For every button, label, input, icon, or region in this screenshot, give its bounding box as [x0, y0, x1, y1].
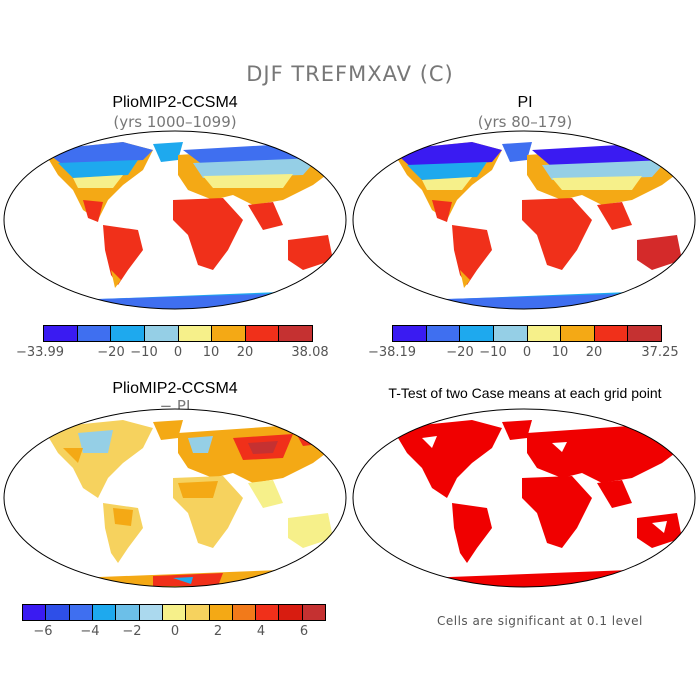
- colorbar-cell: [426, 326, 461, 341]
- panel1-tick: 10: [202, 345, 220, 360]
- africa: [173, 198, 243, 270]
- panel2-tick: −20: [446, 345, 474, 360]
- panel3-tick: 6: [299, 624, 309, 639]
- colorbar-cell: [77, 326, 112, 341]
- panel1-tick: 20: [236, 345, 254, 360]
- panel3-tick: 0: [170, 624, 180, 639]
- panel3-tick: 4: [256, 624, 266, 639]
- eurasia: [527, 423, 682, 483]
- panel2-tick: 0: [522, 345, 532, 360]
- panel1-colorbar: [43, 325, 313, 342]
- panel1-tick: 0: [173, 345, 183, 360]
- panel2-tick: −10: [479, 345, 507, 360]
- panel2-tick: 20: [585, 345, 603, 360]
- panel1-tick: −10: [130, 345, 158, 360]
- main-title: DJF TREFMXAV (C): [246, 62, 454, 86]
- panel3-tick: −6: [33, 624, 53, 639]
- colorbar-cell: [594, 326, 629, 341]
- panel3-tick: 2: [213, 624, 223, 639]
- australia: [288, 513, 333, 548]
- colorbar-cell: [279, 326, 312, 341]
- panel4-title: T-Test of two Case means at each grid po…: [388, 385, 662, 401]
- panel3-tick: −2: [122, 624, 142, 639]
- panel1-subtitle: (yrs 1000–1099): [113, 113, 237, 131]
- colorbar-cell: [162, 605, 187, 620]
- panel1-tick: 38.08: [291, 345, 329, 360]
- colorbar-cell: [212, 326, 246, 341]
- australia: [288, 235, 333, 270]
- africa: [522, 476, 592, 548]
- colorbar-cell: [279, 605, 303, 620]
- panel2-tick: 10: [551, 345, 569, 360]
- panel4-map: [352, 408, 696, 588]
- colorbar-cell: [186, 605, 210, 620]
- panel2-tick: 37.25: [641, 345, 679, 360]
- australia: [637, 513, 682, 548]
- colorbar-cell: [493, 326, 528, 341]
- colorbar-cell: [139, 605, 163, 620]
- panel2-subtitle: (yrs 80–179): [477, 113, 573, 131]
- colorbar-cell: [561, 326, 595, 341]
- panel1-title: PlioMIP2-CCSM4: [112, 94, 238, 111]
- panel1-map: [3, 130, 347, 310]
- panel2-title: PI: [517, 94, 533, 111]
- panel1-tick: −33.99: [15, 345, 65, 360]
- panel2-map: [352, 130, 696, 310]
- colorbar-cell: [178, 326, 213, 341]
- north-america: [392, 420, 502, 498]
- colorbar-cell: [111, 326, 145, 341]
- panel2-tick: −38.19: [367, 345, 417, 360]
- colorbar-cell: [144, 326, 179, 341]
- colorbar-cell: [232, 605, 257, 620]
- panel2-colorbar: [392, 325, 662, 342]
- panel3-map: [3, 408, 347, 588]
- colorbar-cell: [116, 605, 140, 620]
- colorbar-cell: [245, 326, 280, 341]
- colorbar-cell: [393, 326, 427, 341]
- south-america: [103, 503, 143, 563]
- colorbar-cell: [46, 605, 70, 620]
- colorbar-cell: [69, 605, 93, 620]
- south-america: [452, 503, 492, 563]
- panel3-colorbar: [22, 604, 326, 621]
- south-america: [103, 225, 143, 285]
- africa: [522, 198, 592, 270]
- colorbar-cell: [92, 605, 117, 620]
- panel3-title: PlioMIP2-CCSM4: [112, 380, 238, 397]
- significance-note: Cells are significant at 0.1 level: [437, 614, 643, 628]
- colorbar-cell: [44, 326, 78, 341]
- south-america: [452, 225, 492, 285]
- colorbar-cell: [302, 605, 326, 620]
- colorbar-cell: [256, 605, 280, 620]
- australia: [637, 235, 682, 270]
- colorbar-cell: [23, 605, 47, 620]
- colorbar-cell: [460, 326, 494, 341]
- colorbar-cell: [628, 326, 661, 341]
- colorbar-cell: [527, 326, 562, 341]
- north-america: [43, 420, 153, 498]
- panel3-tick: −4: [80, 624, 100, 639]
- panel1-tick: −20: [97, 345, 125, 360]
- colorbar-cell: [209, 605, 233, 620]
